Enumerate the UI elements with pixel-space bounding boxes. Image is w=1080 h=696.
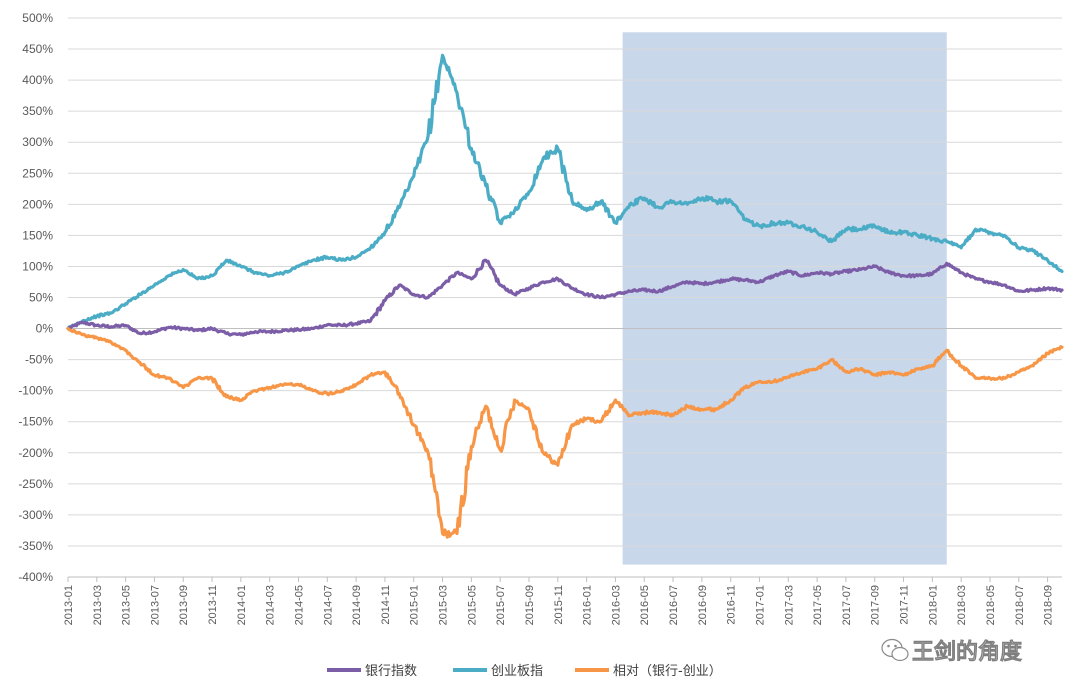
x-tick-label: 2016-07	[668, 585, 680, 625]
series-lines	[66, 53, 1064, 539]
x-tick-label: 2017-11	[899, 585, 911, 625]
series-line	[66, 53, 1064, 331]
x-tick-label: 2015-11	[553, 585, 565, 625]
y-tick-label: 300%	[22, 135, 53, 149]
x-tick-label: 2014-03	[265, 585, 277, 625]
legend-label: 银行指数	[365, 664, 417, 679]
x-tick-label: 2013-09	[178, 585, 190, 625]
x-tick-label: 2015-01	[409, 585, 421, 625]
x-tick-label: 2018-03	[956, 585, 968, 625]
x-tick-label: 2014-07	[322, 585, 334, 625]
y-tick-label: 450%	[22, 42, 53, 56]
y-axis-tick-labels: 500% 450% 400% 350% 300% 250% 200% 150% 100% 50% 0…	[18, 11, 53, 584]
y-tick-label: 250%	[22, 166, 53, 180]
watermark: 王剑的角度	[881, 638, 1023, 665]
y-tick-label: 400%	[22, 73, 53, 87]
y-tick-label: -50%	[25, 353, 53, 367]
x-tick-label: 2017-03	[783, 585, 795, 625]
x-tick-label: 2016-01	[582, 585, 594, 625]
legend: 银行指数 创业板指 相对（银行-创业）	[327, 664, 722, 679]
x-tick-label: 2016-05	[639, 585, 651, 625]
x-axis-tick-labels: 2013-01 2013-03 2013-05 2013-07 2013-09 2013-…	[63, 577, 1055, 625]
x-tick-label: 2016-03	[610, 585, 622, 625]
x-tick-label: 2018-05	[985, 585, 997, 625]
y-tick-label: 200%	[22, 197, 53, 211]
y-tick-label: 350%	[22, 104, 53, 118]
series-line	[66, 326, 1064, 539]
y-tick-label: -400%	[18, 570, 53, 584]
x-tick-label: 2018-09	[1043, 585, 1055, 625]
x-tick-label: 2015-07	[495, 585, 507, 625]
highlight-band	[622, 32, 947, 565]
y-tick-label: 150%	[22, 228, 53, 242]
series-line	[66, 258, 1064, 337]
y-tick-label: -100%	[18, 384, 53, 398]
x-tick-label: 2017-09	[870, 585, 882, 625]
y-tick-label: 500%	[22, 11, 53, 25]
wechat-icon	[881, 638, 909, 662]
y-tick-label: 0%	[36, 322, 54, 336]
highlight-band-layer	[622, 32, 947, 565]
y-tick-label: -200%	[18, 446, 53, 460]
x-tick-label: 2017-05	[812, 585, 824, 625]
x-tick-label: 2015-05	[466, 585, 478, 625]
x-tick-label: 2014-11	[380, 585, 392, 625]
watermark-text: 王剑的角度	[912, 639, 1023, 665]
x-tick-label: 2013-07	[149, 585, 161, 625]
x-tick-label: 2013-03	[92, 585, 104, 625]
y-tick-label: 100%	[22, 259, 53, 273]
x-tick-label: 2017-07	[841, 585, 853, 625]
x-tick-label: 2014-01	[236, 585, 248, 625]
x-tick-label: 2013-11	[207, 585, 219, 625]
x-tick-label: 2013-05	[121, 585, 133, 625]
gridlines	[68, 17, 1062, 578]
y-tick-label: -350%	[18, 539, 53, 553]
x-tick-label: 2015-09	[524, 585, 536, 625]
x-tick-label: 2014-09	[351, 585, 363, 625]
x-tick-label: 2014-05	[293, 585, 305, 625]
y-tick-label: -250%	[18, 477, 53, 491]
x-tick-label: 2015-03	[438, 585, 450, 625]
x-tick-label: 2016-11	[726, 585, 738, 625]
y-tick-label: -300%	[18, 508, 53, 522]
legend-label: 创业板指	[491, 664, 543, 679]
x-tick-label: 2018-01	[927, 585, 939, 625]
x-tick-label: 2017-01	[754, 585, 766, 625]
legend-label: 相对（银行-创业）	[613, 664, 722, 679]
y-tick-label: 50%	[29, 291, 53, 305]
x-tick-label: 2016-09	[697, 585, 709, 625]
x-tick-label: 2013-01	[63, 585, 75, 625]
y-tick-label: -150%	[18, 415, 53, 429]
x-tick-label: 2018-07	[1014, 585, 1026, 625]
